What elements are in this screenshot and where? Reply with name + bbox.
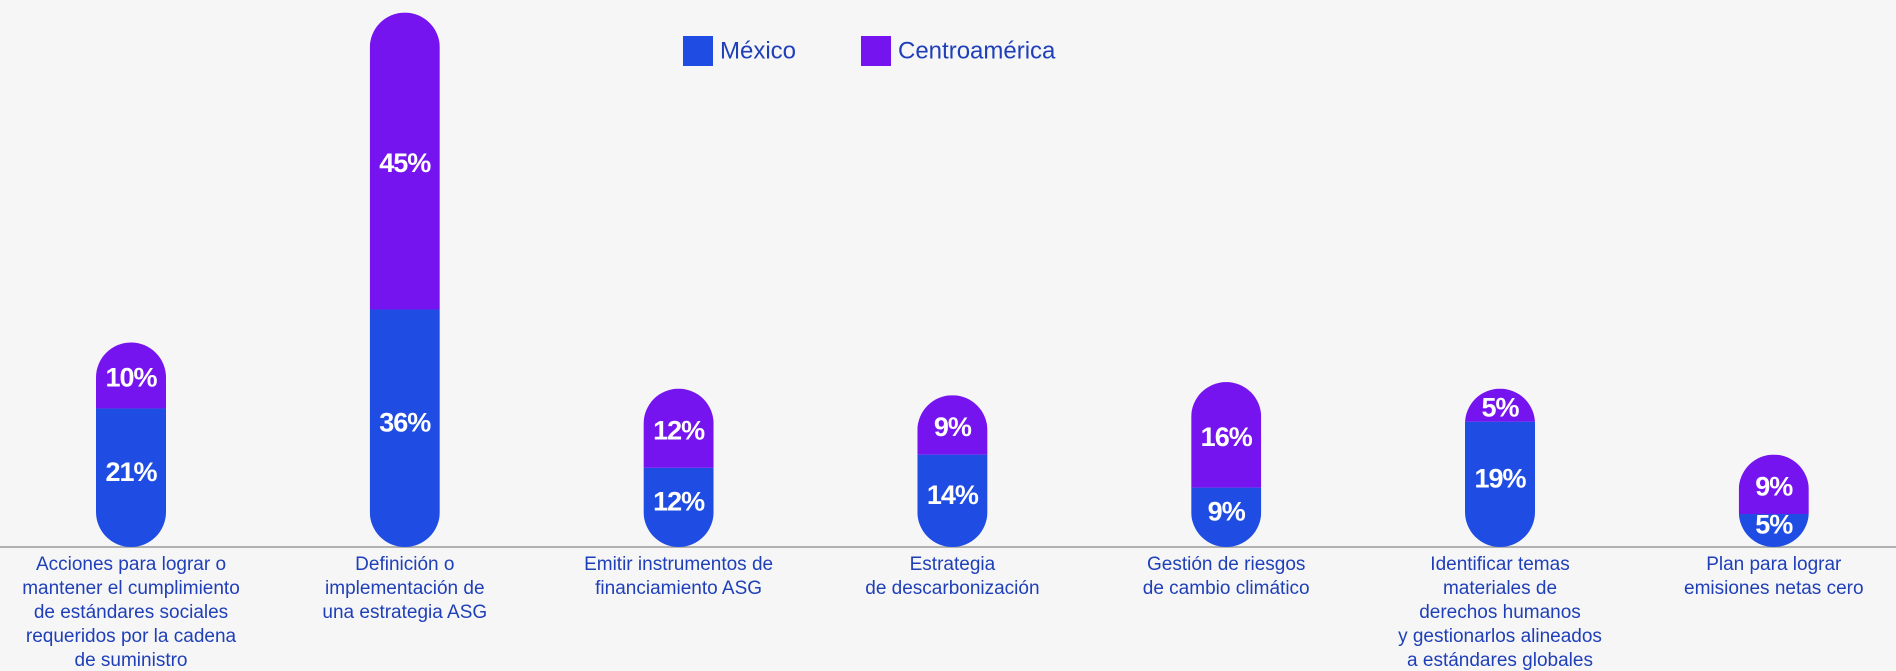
bar-segment [1738,454,1809,515]
value-label: 14% [927,480,979,510]
value-label: 45% [379,148,431,178]
x-tick-label: materiales de [1443,578,1557,599]
bar-group [369,12,440,547]
bar-segment [1191,382,1262,488]
x-tick-label: Estrategia [910,554,996,575]
bar-group [1465,388,1535,547]
x-tick-label: de descarbonización [865,578,1039,599]
value-label: 10% [105,363,157,393]
value-label: 9% [1208,496,1246,526]
bar-segment [917,454,988,547]
value-label: 16% [1201,422,1253,452]
legend-swatch [683,36,713,66]
value-label: 21% [105,457,157,487]
x-tick-label: Gestión de riesgos [1147,554,1305,575]
x-tick-label: Acciones para lograr o [36,554,226,575]
x-tick-label: Emitir instrumentos de [584,554,773,575]
bar-segment [369,309,440,547]
value-label: 5% [1755,510,1793,540]
bar-segment [1465,421,1535,547]
x-tick-label: y gestionarlos alineados [1398,626,1602,647]
x-tick-label: a estándares globales [1407,650,1593,671]
bar-segment [96,408,166,547]
bar-segment [917,395,988,455]
legend-swatch [861,36,891,66]
bar-group [917,395,988,547]
bar-segment [369,12,440,310]
legend-label: Centroamérica [898,37,1056,64]
bar-segment [643,467,714,547]
bar-segment [643,388,714,468]
value-label: 9% [934,412,972,442]
x-tick-label: Plan para lograr [1706,554,1842,575]
bar-segment [1191,487,1262,547]
x-tick-label: Identificar temas [1430,554,1569,575]
x-tick-label: emisiones netas cero [1684,578,1864,599]
x-tick-label: financiamiento ASG [595,578,762,599]
bar-group [96,342,166,547]
value-label: 9% [1755,471,1793,501]
x-tick-label: de suministro [75,650,188,671]
bar-group [1191,382,1262,547]
legend-label: México [720,37,796,64]
x-tick-label: implementación de [325,578,484,599]
value-label: 36% [379,407,431,437]
x-tick-label: mantener el cumplimiento [22,578,240,599]
value-label: 12% [653,487,705,517]
x-tick-label: derechos humanos [1419,602,1581,623]
x-tick-label: de cambio climático [1143,578,1310,599]
value-label: 19% [1474,463,1526,493]
bar-segment [96,342,166,409]
bar-group [643,388,714,547]
value-label: 5% [1481,392,1519,422]
x-tick-label: Definición o [355,554,454,575]
value-label: 12% [653,415,705,445]
x-tick-label: requeridos por la cadena [26,626,237,647]
x-tick-label: de estándares sociales [34,602,228,623]
x-tick-label: una estrategia ASG [322,602,487,623]
